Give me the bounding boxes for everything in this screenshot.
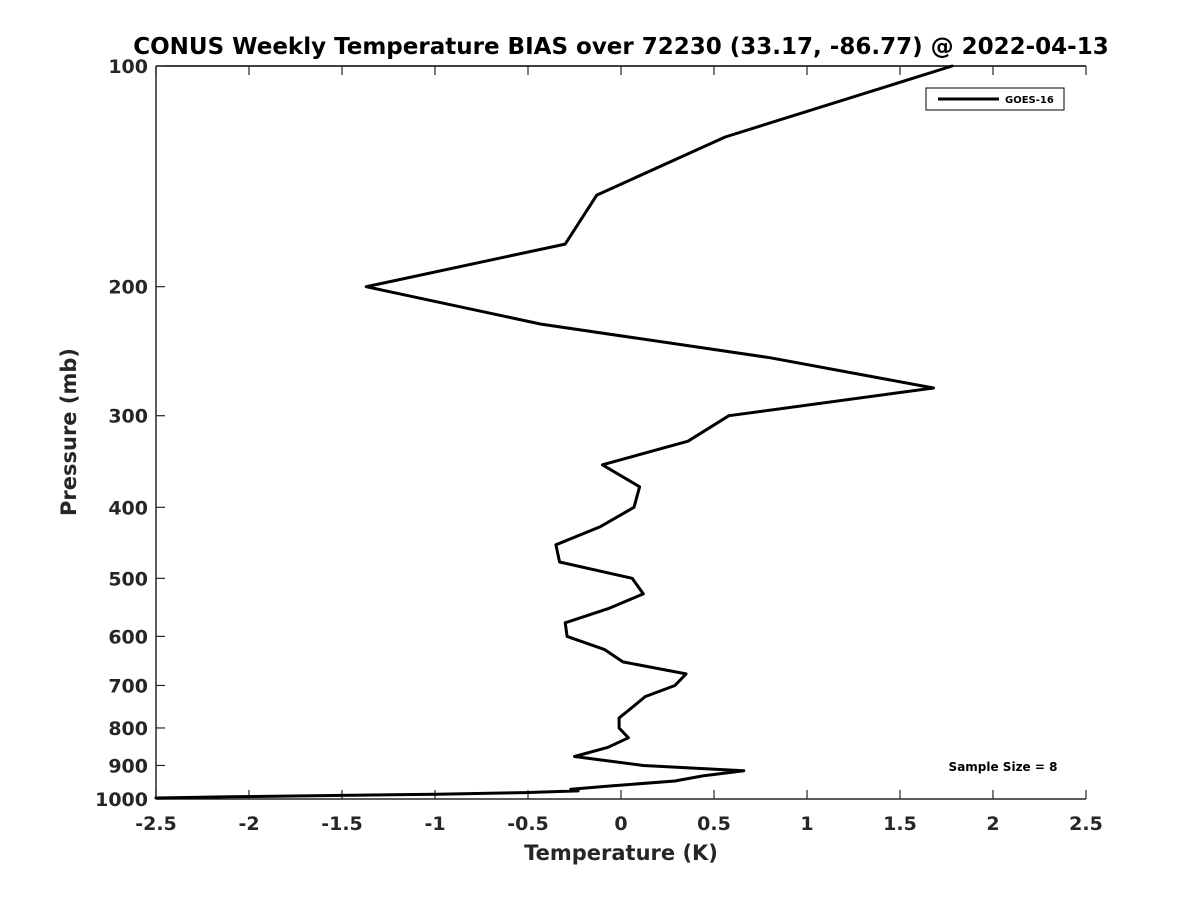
y-axis-ticks: 100 200 300 400 500 600 700 800 900 1000 (95, 56, 165, 811)
y-tick-label: 500 (108, 568, 148, 590)
y-tick-label: 200 (108, 277, 148, 299)
y-tick-label: 400 (108, 497, 148, 519)
sample-size-note: Sample Size = 8 (949, 760, 1058, 774)
x-tick-label: -2 (238, 813, 259, 835)
y-axis-label: Pressure (mb) (57, 348, 81, 516)
y-tick-label: 800 (108, 718, 148, 740)
series-layer (154, 64, 954, 800)
legend-label: GOES-16 (1005, 95, 1054, 106)
x-tick-label: -1 (424, 813, 445, 835)
y-tick-label: 700 (108, 675, 148, 697)
x-axis-label: Temperature (K) (524, 841, 718, 865)
x-axis-ticks: -2.5 -2 -1.5 -1 -0.5 0 0.5 1 1.5 2 2.5 (135, 66, 1103, 835)
x-tick-label: 1.5 (883, 813, 917, 835)
x-tick-label: -2.5 (135, 813, 177, 835)
chart-title: CONUS Weekly Temperature BIAS over 72230… (133, 34, 1108, 60)
plot-area (155, 65, 1086, 800)
y-tick-label: 100 (108, 56, 148, 78)
x-tick-label: 2 (986, 813, 999, 835)
x-tick-label: 1 (800, 813, 813, 835)
x-tick-label: 2.5 (1069, 813, 1103, 835)
y-tick-label: 900 (108, 755, 148, 777)
y-tick-label: 600 (108, 626, 148, 648)
x-tick-label: -0.5 (507, 813, 549, 835)
x-tick-label: -1.5 (321, 813, 363, 835)
x-tick-label: 0.5 (697, 813, 731, 835)
legend: GOES-16 (925, 87, 1065, 111)
series-line-goes-16 (154, 64, 954, 800)
y-tick-label: 300 (108, 406, 148, 428)
x-tick-label: 0 (614, 813, 627, 835)
y-tick-label: 1000 (95, 789, 148, 811)
